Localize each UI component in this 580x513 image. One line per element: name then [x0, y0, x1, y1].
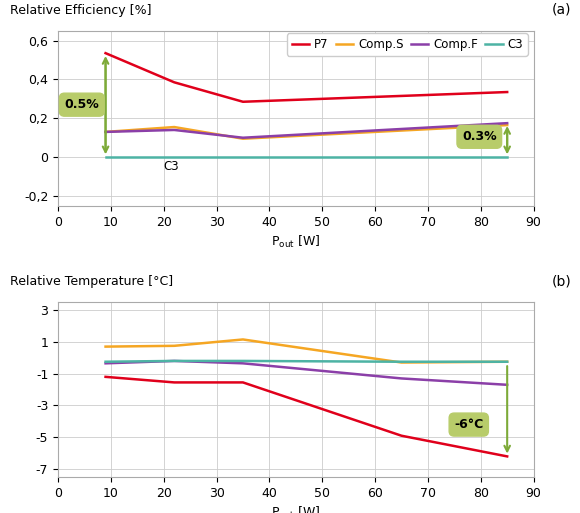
- Text: Relative Efficiency [%]: Relative Efficiency [%]: [10, 4, 152, 17]
- X-axis label: P$_\mathrm{out}$ [W]: P$_\mathrm{out}$ [W]: [271, 505, 321, 513]
- X-axis label: P$_\mathrm{out}$ [W]: P$_\mathrm{out}$ [W]: [271, 234, 321, 250]
- Text: -6°C: -6°C: [454, 418, 483, 431]
- Text: 0.5%: 0.5%: [64, 98, 99, 111]
- Text: Relative Temperature [°C]: Relative Temperature [°C]: [10, 275, 173, 288]
- Legend: P7, Comp.S, Comp.F, C3: P7, Comp.S, Comp.F, C3: [287, 33, 528, 55]
- Text: 0.3%: 0.3%: [462, 130, 496, 143]
- Text: (b): (b): [552, 274, 572, 288]
- Text: C3: C3: [164, 160, 179, 173]
- Text: (a): (a): [552, 3, 572, 17]
